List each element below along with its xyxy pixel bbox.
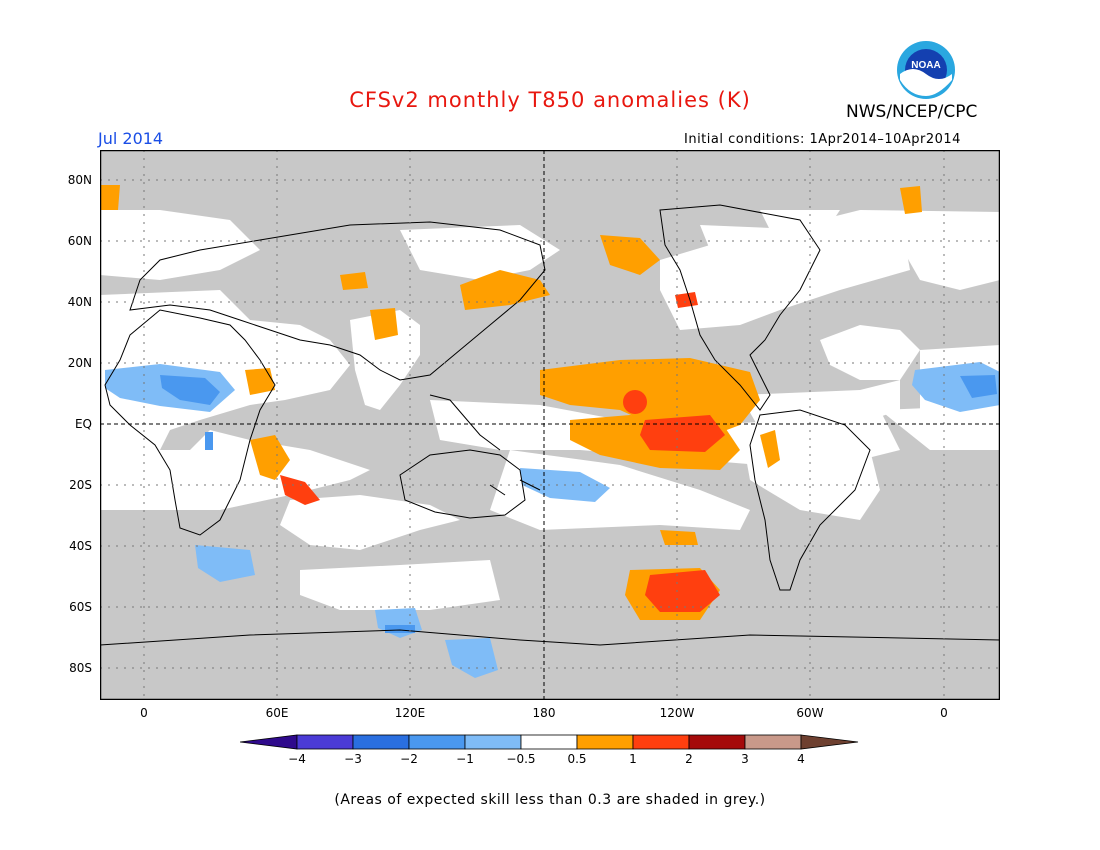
map-frame: [100, 150, 1000, 700]
lat-label: EQ: [74, 417, 92, 431]
colorbar-swatch: [352, 734, 410, 750]
colorbar-swatch: [688, 734, 746, 750]
lat-label: 60N: [67, 234, 92, 248]
strong-negative-anomalies: [160, 375, 997, 633]
graticule: [100, 150, 1000, 700]
colorbar-label: −0.5: [506, 752, 536, 766]
lat-label: 80S: [69, 661, 92, 675]
colorbar: [240, 734, 859, 750]
lon-label: 120W: [659, 706, 695, 720]
colorbar-label: 3: [741, 752, 749, 766]
colorbar-label: 4: [797, 752, 805, 766]
noaa-logo: NOAA: [897, 41, 955, 99]
colorbar-swatch: [576, 734, 634, 750]
colorbar-label: −2: [400, 752, 418, 766]
lat-label: 20S: [69, 478, 92, 492]
lon-label: 0: [940, 706, 948, 720]
lon-label: 0: [140, 706, 148, 720]
anomaly-map: [100, 150, 1000, 700]
colorbar-swatch: [296, 734, 354, 750]
lat-label: 60S: [69, 600, 92, 614]
map-title: CFSv2 monthly T850 anomalies (K): [349, 88, 751, 112]
strong-positive-anomalies: [280, 292, 725, 612]
colorbar-swatch: [520, 734, 578, 750]
colorbar-label: 2: [685, 752, 693, 766]
lat-label: 80N: [67, 173, 92, 187]
colorbar-swatch: [800, 734, 859, 750]
colorbar-swatch: [632, 734, 690, 750]
neutral-regions: [100, 210, 1000, 610]
colorbar-swatch: [744, 734, 802, 750]
lat-label: 40N: [67, 295, 92, 309]
colorbar-label: −3: [344, 752, 362, 766]
colorbar-label: −1: [456, 752, 474, 766]
agency-label: NWS/NCEP/CPC: [846, 102, 978, 122]
colorbar-swatch: [464, 734, 522, 750]
lat-label: 40S: [69, 539, 92, 553]
colorbar-label: 0.5: [567, 752, 587, 766]
initial-conditions: Initial conditions: 1Apr2014–10Apr2014: [684, 132, 961, 147]
colorbar-label: 1: [629, 752, 637, 766]
lon-label: 180: [532, 706, 556, 720]
lon-label: 60W: [796, 706, 824, 720]
forecast-month: Jul 2014: [98, 129, 164, 148]
colorbar-label: −4: [288, 752, 306, 766]
logo-text: NOAA: [911, 60, 940, 71]
colorbar-swatch: [408, 734, 466, 750]
lon-label: 60E: [265, 706, 289, 720]
lat-label: 20N: [67, 356, 92, 370]
lon-label: 120E: [394, 706, 426, 720]
continent-outlines: [100, 204, 1000, 646]
skill-note: (Areas of expected skill less than 0.3 a…: [334, 792, 766, 808]
colorbar-swatch: [240, 734, 298, 750]
